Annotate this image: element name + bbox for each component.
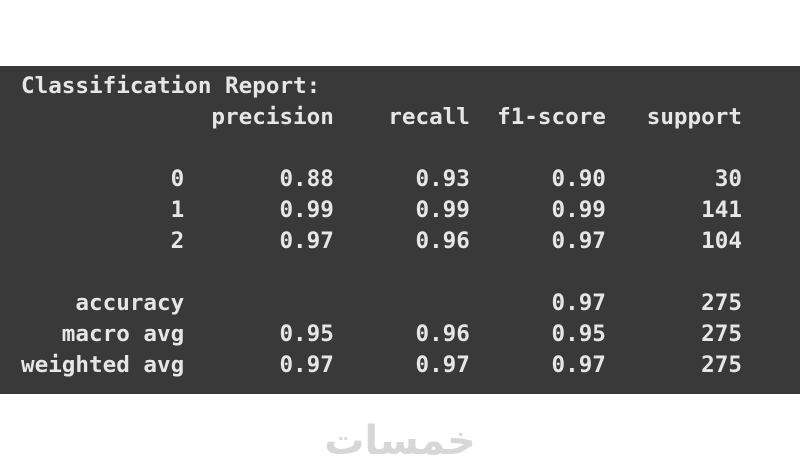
- console-output-panel: Classification Report: precision recall …: [0, 66, 800, 394]
- classification-report-text: Classification Report: precision recall …: [21, 73, 742, 378]
- khamsat-watermark: خمسات: [324, 418, 476, 464]
